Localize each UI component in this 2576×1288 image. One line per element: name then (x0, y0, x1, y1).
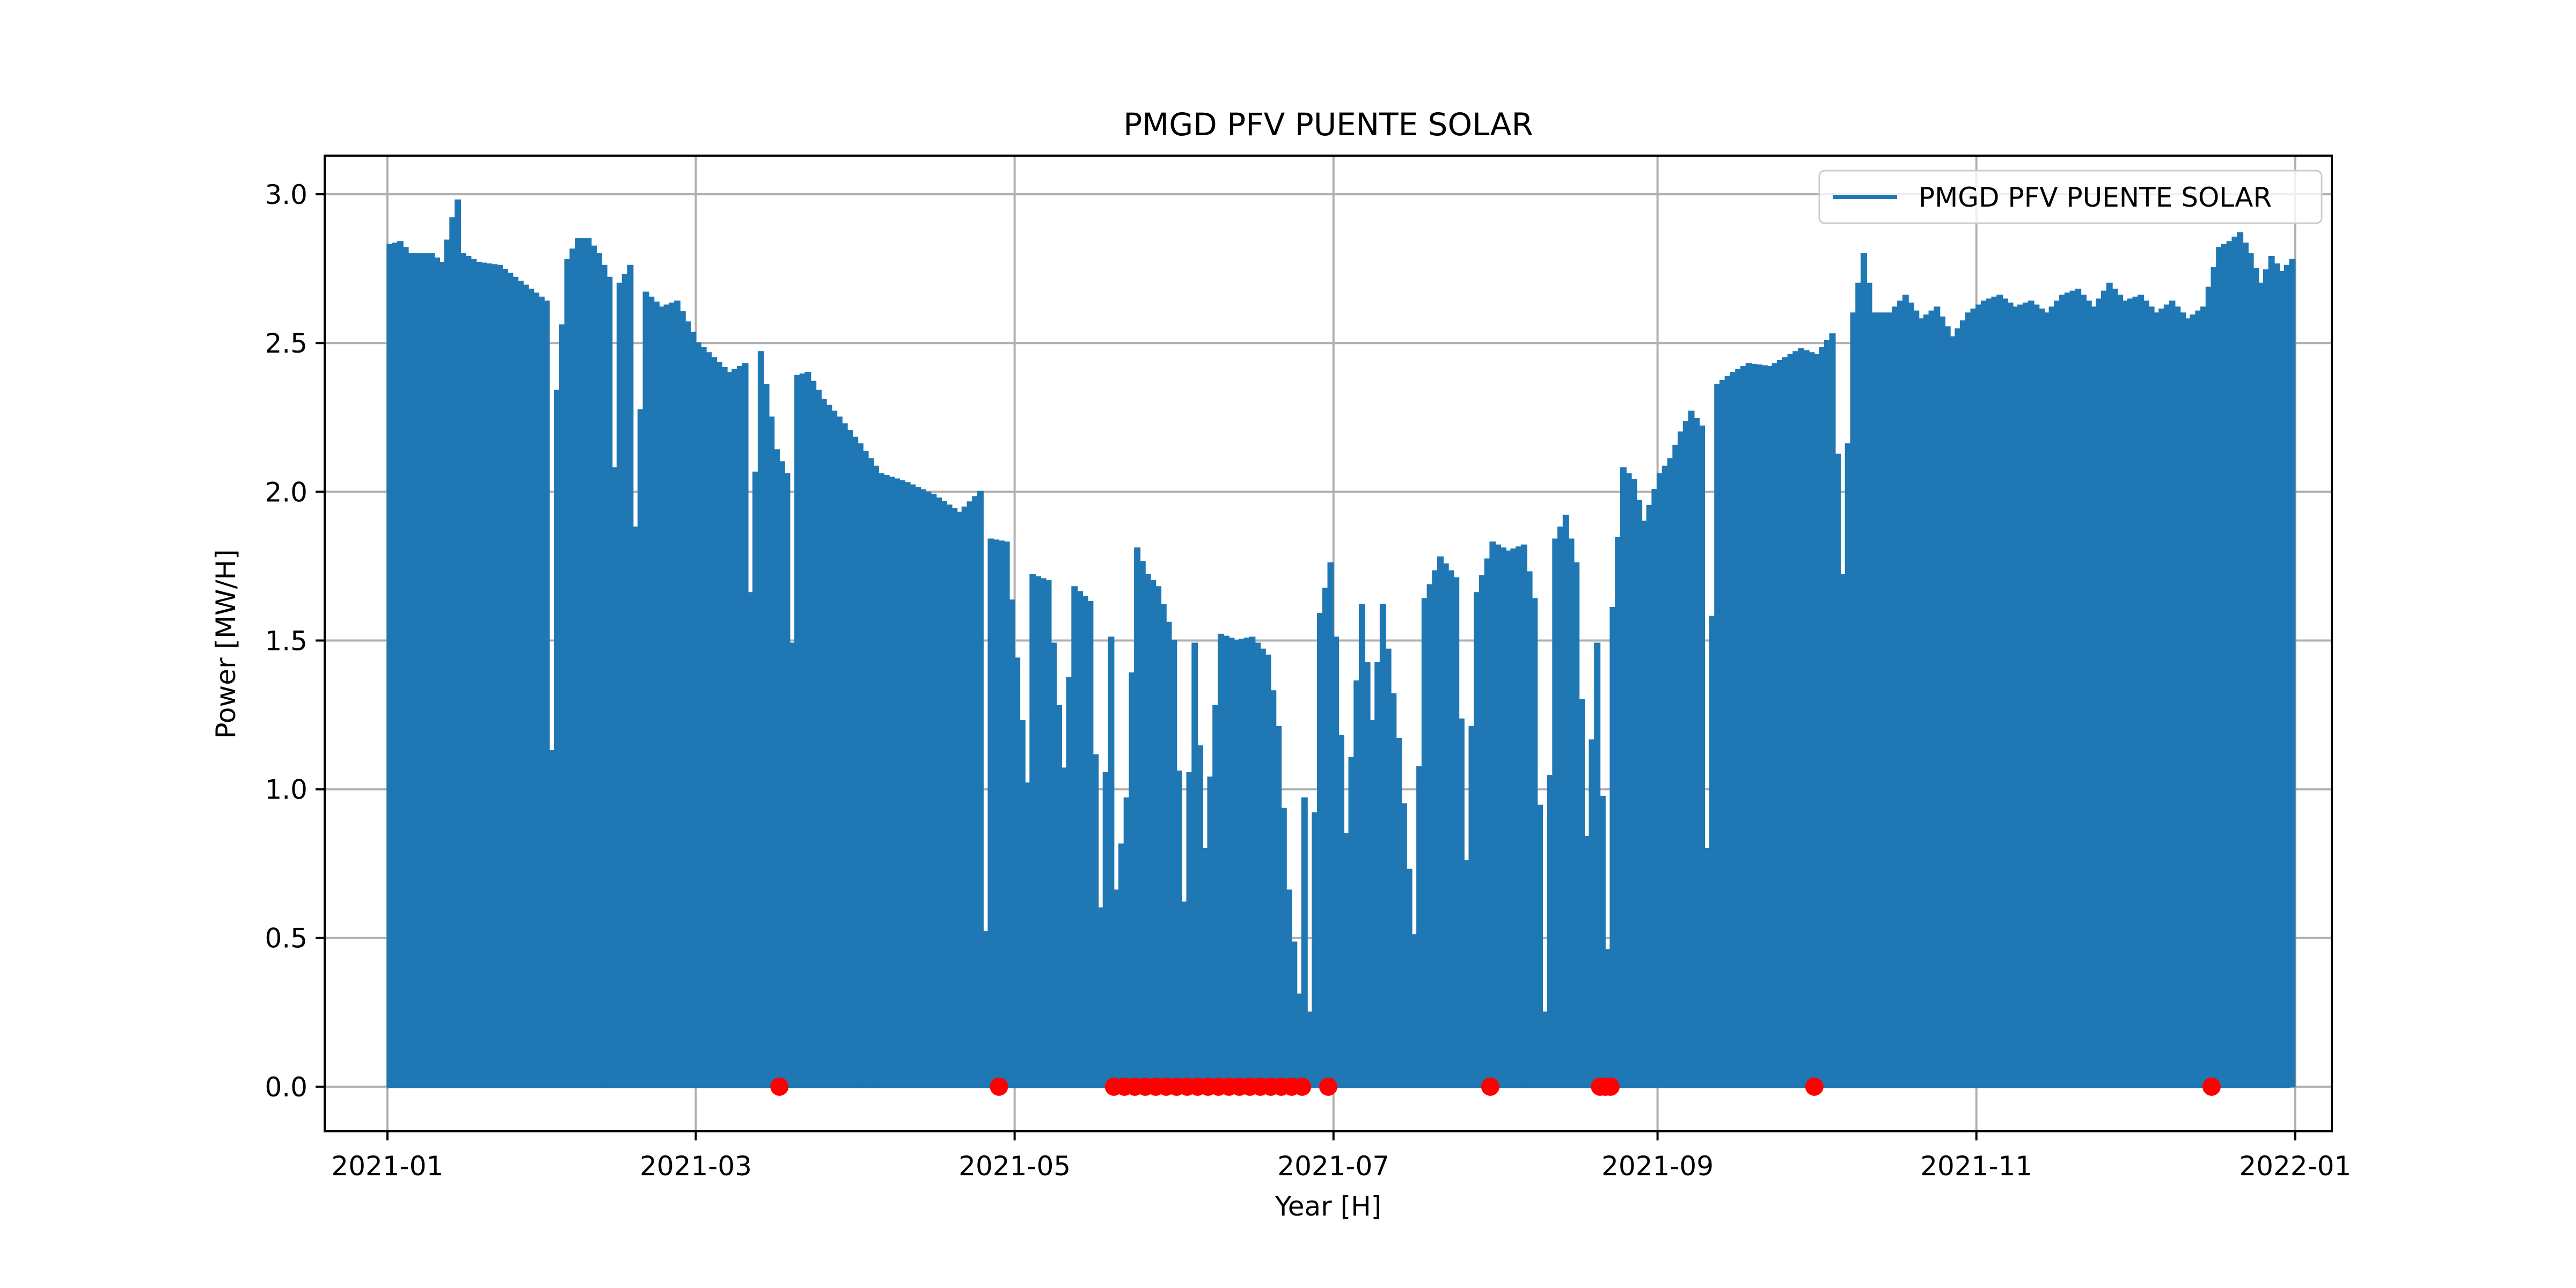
series-line (386, 199, 2296, 1090)
plot-frame (324, 155, 2333, 1132)
y-axis: 0.0 0.5 1.0 1.5 2.0 2.5 3.0 (265, 179, 325, 1103)
y-tick-label: 0.5 (265, 923, 308, 954)
zero-marker (1805, 1077, 1824, 1096)
x-tick-label: 2022-01 (2239, 1151, 2351, 1182)
x-tick-label: 2021-07 (1277, 1151, 1389, 1182)
x-axis-label: Year [H] (1275, 1191, 1381, 1222)
legend-label: PMGD PFV PUENTE SOLAR (1919, 182, 2272, 213)
y-axis-label: Power [MW/H] (210, 549, 241, 738)
x-tick-label: 2021-01 (331, 1151, 443, 1182)
zero-marker (1601, 1077, 1620, 1096)
y-tick-label: 1.5 (265, 625, 308, 656)
zero-marker (990, 1077, 1008, 1096)
y-tick-label: 2.5 (265, 328, 308, 359)
zero-marker (1319, 1077, 1337, 1096)
y-tick-label: 2.0 (265, 477, 308, 508)
y-tick-label: 0.0 (265, 1072, 308, 1103)
zero-marker (2202, 1077, 2221, 1096)
zero-marker (770, 1077, 789, 1096)
x-tick-label: 2021-09 (1601, 1151, 1714, 1182)
x-tick-label: 2021-11 (1920, 1151, 2032, 1182)
y-tick-label: 3.0 (265, 179, 308, 210)
legend-box (1818, 170, 2323, 224)
x-tick-label: 2021-03 (640, 1151, 752, 1182)
zero-marker (1293, 1077, 1312, 1096)
series-area (386, 199, 2296, 1090)
zero-markers (770, 1077, 2221, 1096)
x-axis: 2021-01 2021-03 2021-05 2021-07 2021-09 2021-… (331, 1131, 2351, 1182)
chart-title: PMGD PFV PUENTE SOLAR (1123, 106, 1533, 143)
legend: PMGD PFV PUENTE SOLAR (1818, 170, 2323, 224)
x-tick-label: 2021-05 (958, 1151, 1071, 1182)
y-tick-label: 1.0 (265, 774, 308, 806)
zero-marker (1481, 1077, 1499, 1096)
